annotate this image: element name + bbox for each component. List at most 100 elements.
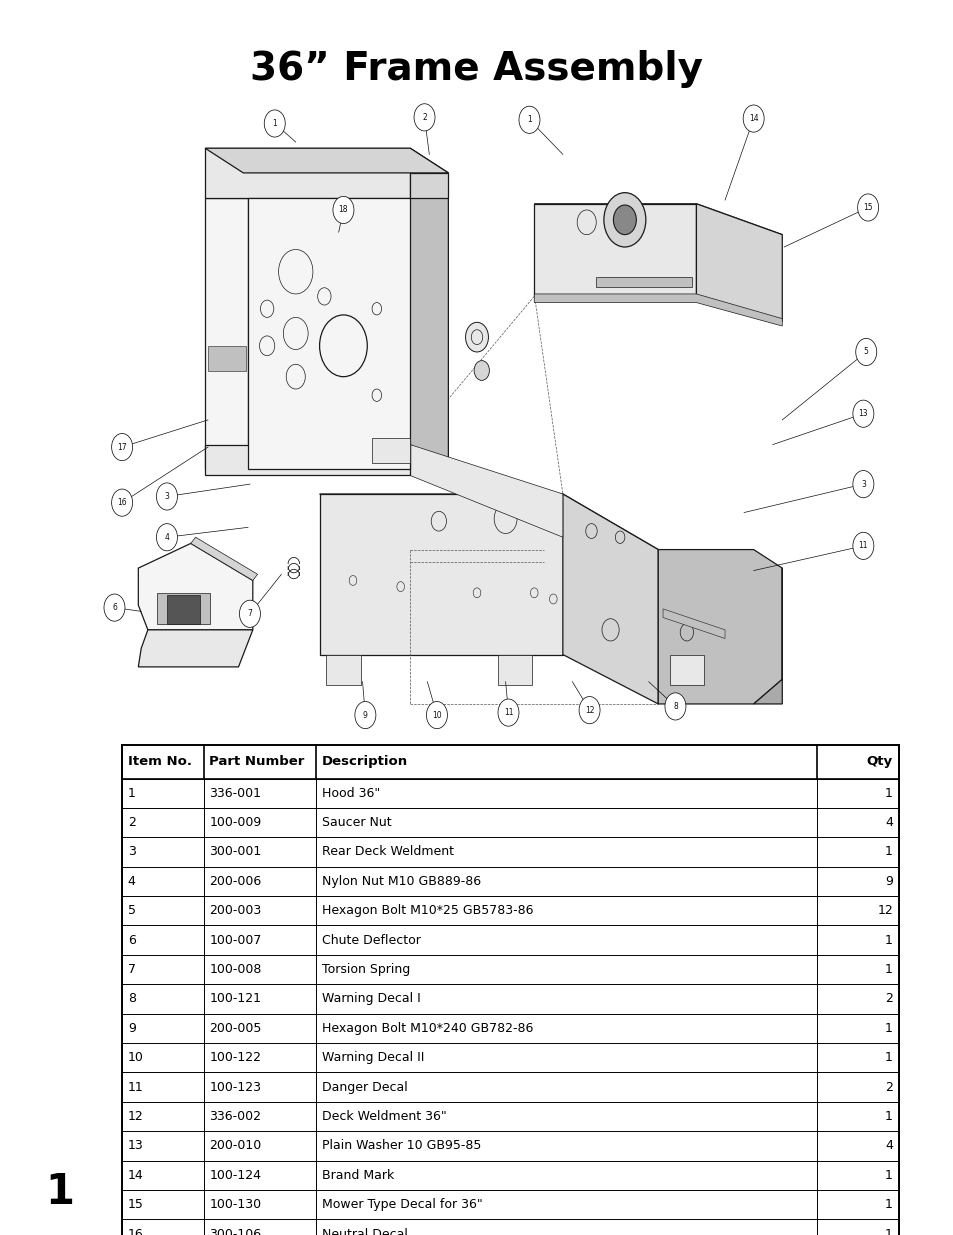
Circle shape xyxy=(497,699,518,726)
Circle shape xyxy=(112,489,132,516)
Polygon shape xyxy=(208,346,246,370)
Polygon shape xyxy=(669,655,703,685)
Text: 1: 1 xyxy=(884,963,892,976)
Text: 2: 2 xyxy=(884,1081,892,1094)
Text: 4: 4 xyxy=(884,1140,892,1152)
Text: 9: 9 xyxy=(362,710,368,720)
Text: 11: 11 xyxy=(128,1081,144,1094)
Polygon shape xyxy=(372,438,410,463)
Text: Rear Deck Weldment: Rear Deck Weldment xyxy=(321,846,454,858)
Circle shape xyxy=(855,338,876,366)
Circle shape xyxy=(156,524,177,551)
Text: 10: 10 xyxy=(432,710,441,720)
Text: 1: 1 xyxy=(273,119,276,128)
Text: 100-130: 100-130 xyxy=(209,1198,261,1212)
Text: 100-123: 100-123 xyxy=(209,1081,261,1094)
Polygon shape xyxy=(319,494,658,550)
Text: 1: 1 xyxy=(884,1198,892,1212)
Text: 11: 11 xyxy=(503,708,513,718)
Text: Nylon Nut M10 GB889-86: Nylon Nut M10 GB889-86 xyxy=(321,874,480,888)
Text: Warning Decal II: Warning Decal II xyxy=(321,1051,424,1065)
Polygon shape xyxy=(534,204,696,296)
Text: 1: 1 xyxy=(884,934,892,947)
Text: 5: 5 xyxy=(862,347,868,357)
Text: 1: 1 xyxy=(884,846,892,858)
Text: 1: 1 xyxy=(128,787,135,800)
Circle shape xyxy=(474,361,489,380)
Circle shape xyxy=(603,193,645,247)
Polygon shape xyxy=(157,593,210,624)
Text: 5: 5 xyxy=(128,904,135,918)
Text: Description: Description xyxy=(321,755,408,768)
Text: 1: 1 xyxy=(46,1171,74,1213)
Text: 2: 2 xyxy=(422,112,426,122)
Text: 7: 7 xyxy=(128,963,135,976)
Text: 100-007: 100-007 xyxy=(209,934,261,947)
Text: Item No.: Item No. xyxy=(128,755,192,768)
Text: 12: 12 xyxy=(128,1110,144,1123)
Polygon shape xyxy=(662,609,724,638)
Text: Qty: Qty xyxy=(866,755,892,768)
Polygon shape xyxy=(138,630,253,667)
Text: 1: 1 xyxy=(884,1051,892,1065)
Text: 14: 14 xyxy=(128,1168,144,1182)
Text: 13: 13 xyxy=(128,1140,144,1152)
Polygon shape xyxy=(138,543,253,630)
Text: 200-010: 200-010 xyxy=(209,1140,261,1152)
Circle shape xyxy=(414,104,435,131)
Text: 15: 15 xyxy=(862,203,872,212)
Text: 300-106: 300-106 xyxy=(209,1228,261,1235)
Circle shape xyxy=(742,105,763,132)
Polygon shape xyxy=(410,445,562,537)
Text: Neutral Decal: Neutral Decal xyxy=(321,1228,408,1235)
Polygon shape xyxy=(497,655,532,685)
Polygon shape xyxy=(248,198,410,469)
Text: 7: 7 xyxy=(247,609,253,619)
Polygon shape xyxy=(410,173,448,198)
Circle shape xyxy=(156,483,177,510)
Text: Danger Decal: Danger Decal xyxy=(321,1081,407,1094)
Text: 36” Frame Assembly: 36” Frame Assembly xyxy=(251,51,702,88)
Circle shape xyxy=(112,433,132,461)
Polygon shape xyxy=(696,204,781,321)
Circle shape xyxy=(333,196,354,224)
Text: 336-002: 336-002 xyxy=(209,1110,261,1123)
Text: 1: 1 xyxy=(884,1110,892,1123)
Text: 8: 8 xyxy=(673,701,677,711)
Text: 100-124: 100-124 xyxy=(209,1168,261,1182)
Text: 6: 6 xyxy=(112,603,117,613)
Text: Hexagon Bolt M10*25 GB5783-86: Hexagon Bolt M10*25 GB5783-86 xyxy=(321,904,533,918)
Text: 100-008: 100-008 xyxy=(209,963,261,976)
Text: 6: 6 xyxy=(128,934,135,947)
Text: 12: 12 xyxy=(584,705,594,715)
Text: Mower Type Decal for 36": Mower Type Decal for 36" xyxy=(321,1198,482,1212)
Text: 16: 16 xyxy=(128,1228,144,1235)
Circle shape xyxy=(104,594,125,621)
Text: 13: 13 xyxy=(858,409,867,419)
Text: 17: 17 xyxy=(117,442,127,452)
Text: 4: 4 xyxy=(884,816,892,829)
Polygon shape xyxy=(205,445,410,475)
Polygon shape xyxy=(205,198,248,469)
Text: Chute Deflector: Chute Deflector xyxy=(321,934,420,947)
Text: 14: 14 xyxy=(748,114,758,124)
Polygon shape xyxy=(562,494,658,704)
Text: 16: 16 xyxy=(117,498,127,508)
Circle shape xyxy=(465,322,488,352)
Text: Torsion Spring: Torsion Spring xyxy=(321,963,410,976)
Text: 100-009: 100-009 xyxy=(209,816,261,829)
Circle shape xyxy=(355,701,375,729)
Text: Warning Decal I: Warning Decal I xyxy=(321,993,420,1005)
Circle shape xyxy=(852,532,873,559)
Text: 300-001: 300-001 xyxy=(209,846,261,858)
Text: 336-001: 336-001 xyxy=(209,787,261,800)
Polygon shape xyxy=(167,595,200,624)
Text: 8: 8 xyxy=(128,993,135,1005)
Text: Saucer Nut: Saucer Nut xyxy=(321,816,391,829)
Circle shape xyxy=(578,697,599,724)
Text: Hood 36": Hood 36" xyxy=(321,787,380,800)
Text: 100-121: 100-121 xyxy=(209,993,261,1005)
Text: 200-006: 200-006 xyxy=(209,874,261,888)
Text: 1: 1 xyxy=(884,1228,892,1235)
Text: 1: 1 xyxy=(527,115,531,125)
